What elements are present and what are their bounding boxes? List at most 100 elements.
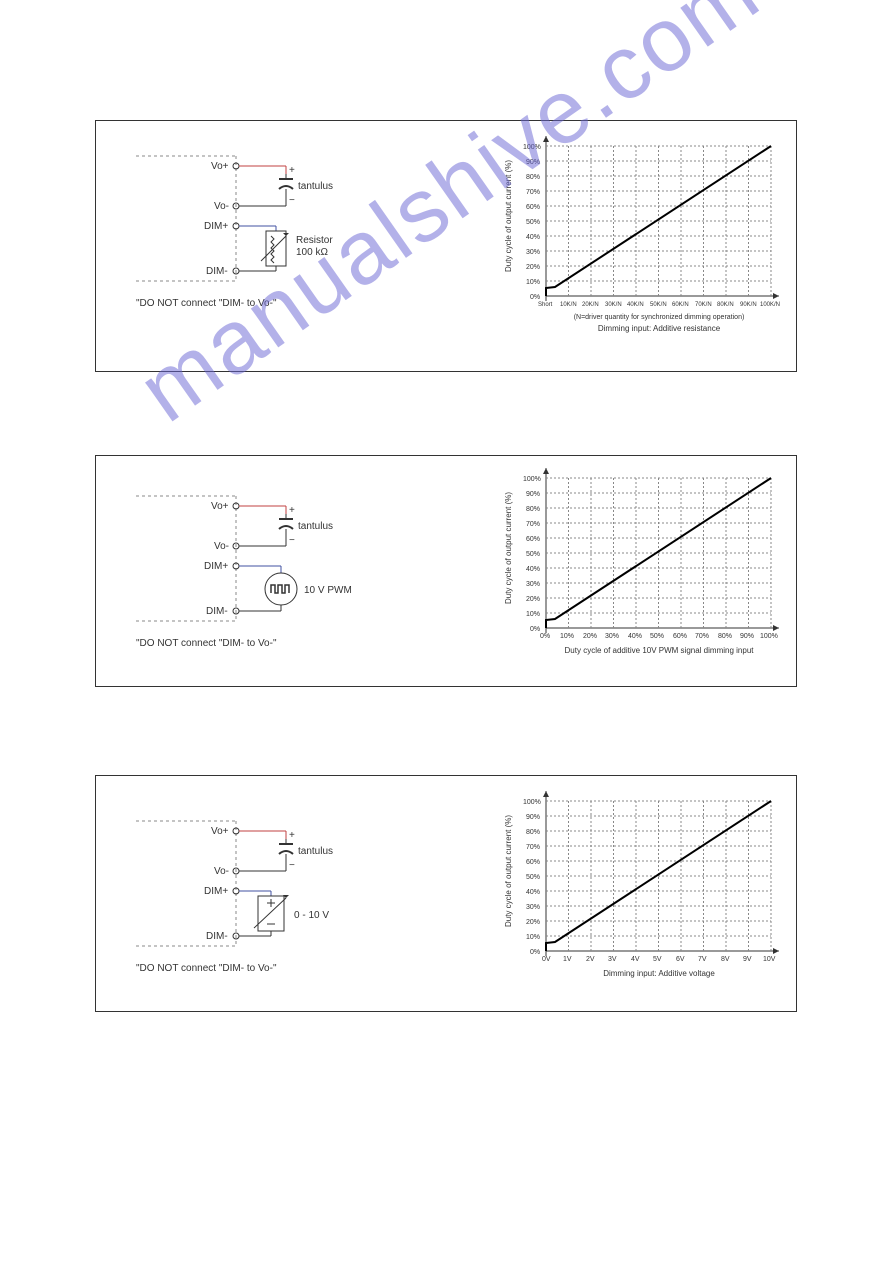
svg-text:Resistor: Resistor (296, 235, 333, 246)
svg-text:10 V PWM: 10 V PWM (304, 585, 352, 596)
svg-text:DIM+: DIM+ (204, 886, 228, 897)
svg-text:−: − (289, 535, 295, 546)
svg-text:70%: 70% (526, 189, 540, 196)
svg-text:0V: 0V (542, 956, 551, 963)
svg-text:70K/N: 70K/N (695, 302, 712, 308)
svg-text:Duty cycle of additive 10V PWM: Duty cycle of additive 10V PWM signal di… (565, 646, 755, 655)
panel-pwm: Vo+ Vo- DIM+ DIM- + − tantulus 10 V PWM … (95, 455, 797, 687)
svg-text:30%: 30% (605, 633, 619, 640)
svg-text:80%: 80% (526, 829, 540, 836)
circuit-resistor: Vo+ Vo- DIM+ DIM- + − tant (136, 156, 333, 309)
svg-text:0%: 0% (530, 626, 540, 633)
svg-text:100K/N: 100K/N (760, 302, 780, 308)
svg-text:0%: 0% (540, 633, 550, 640)
chart-pwm: 0% 10% 20% 30% 40% 50% 60% 70% 80% 90% 1… (504, 468, 779, 655)
svg-text:90%: 90% (526, 491, 540, 498)
svg-text:tantulus: tantulus (298, 521, 333, 532)
svg-text:20K/N: 20K/N (582, 302, 599, 308)
svg-text:90%: 90% (526, 159, 540, 166)
svg-text:40K/N: 40K/N (627, 302, 644, 308)
svg-text:Vo-: Vo- (214, 866, 229, 877)
svg-text:60%: 60% (526, 204, 540, 211)
chart-voltage: 0% 10% 20% 30% 40% 50% 60% 70% 80% 90% 1… (504, 791, 779, 978)
svg-text:tantulus: tantulus (298, 181, 333, 192)
svg-text:80K/N: 80K/N (717, 302, 734, 308)
svg-text:70%: 70% (526, 521, 540, 528)
svg-text:10V: 10V (763, 956, 776, 963)
svg-text:−: − (289, 860, 295, 871)
svg-text:10%: 10% (526, 934, 540, 941)
svg-text:Dimming input: Additive resist: Dimming input: Additive resistance (598, 324, 721, 333)
svg-text:90K/N: 90K/N (740, 302, 757, 308)
svg-text:100%: 100% (523, 476, 541, 483)
svg-text:90%: 90% (526, 814, 540, 821)
svg-text:20%: 20% (583, 633, 597, 640)
svg-text:80%: 80% (526, 506, 540, 513)
svg-text:60%: 60% (673, 633, 687, 640)
svg-text:1V: 1V (563, 956, 572, 963)
svg-text:10K/N: 10K/N (560, 302, 577, 308)
svg-text:7V: 7V (698, 956, 707, 963)
svg-text:50%: 50% (526, 551, 540, 558)
svg-text:40%: 40% (526, 234, 540, 241)
svg-text:100%: 100% (523, 144, 541, 151)
svg-text:20%: 20% (526, 264, 540, 271)
svg-text:3V: 3V (608, 956, 617, 963)
svg-text:100 kΩ: 100 kΩ (296, 247, 328, 258)
svg-text:Duty cycle of output current (: Duty cycle of output current (%) (504, 160, 513, 272)
svg-text:(N=driver quantity for synchro: (N=driver quantity for synchronized dimm… (574, 314, 745, 321)
svg-text:tantulus: tantulus (298, 846, 333, 857)
svg-text:70%: 70% (526, 844, 540, 851)
svg-text:10%: 10% (560, 633, 574, 640)
svg-text:4V: 4V (631, 956, 640, 963)
svg-text:90%: 90% (740, 633, 754, 640)
svg-text:100%: 100% (523, 799, 541, 806)
svg-text:50%: 50% (526, 874, 540, 881)
svg-text:60K/N: 60K/N (672, 302, 689, 308)
svg-text:"DO NOT connect "DIM- to Vo-": "DO NOT connect "DIM- to Vo-" (136, 963, 277, 974)
svg-text:30%: 30% (526, 581, 540, 588)
svg-text:+: + (289, 830, 295, 841)
svg-text:0%: 0% (530, 294, 540, 301)
svg-text:"DO NOT connect "DIM- to Vo-": "DO NOT connect "DIM- to Vo-" (136, 638, 277, 649)
svg-text:30K/N: 30K/N (605, 302, 622, 308)
svg-text:10%: 10% (526, 279, 540, 286)
circuit-voltage: Vo+ Vo- DIM+ DIM- + − tantulus 0 - 1 (136, 821, 333, 974)
panel-voltage: Vo+ Vo- DIM+ DIM- + − tantulus 0 - 1 (95, 775, 797, 1012)
svg-text:20%: 20% (526, 596, 540, 603)
chart-resistor: 0% 10% 20% 30% 40% 50% 60% 70% 80% 90% 1… (504, 136, 780, 333)
panel-resistor: Vo+ Vo- DIM+ DIM- + − tant (95, 120, 797, 372)
svg-text:80%: 80% (526, 174, 540, 181)
svg-text:80%: 80% (718, 633, 732, 640)
svg-text:DIM-: DIM- (206, 266, 228, 277)
svg-text:20%: 20% (526, 919, 540, 926)
svg-text:Vo-: Vo- (214, 541, 229, 552)
svg-text:DIM-: DIM- (206, 606, 228, 617)
svg-text:70%: 70% (695, 633, 709, 640)
svg-text:"DO NOT connect "DIM- to Vo-": "DO NOT connect "DIM- to Vo-" (136, 298, 277, 309)
svg-text:40%: 40% (526, 566, 540, 573)
svg-text:Vo-: Vo- (214, 201, 229, 212)
svg-text:5V: 5V (653, 956, 662, 963)
svg-text:2V: 2V (586, 956, 595, 963)
svg-text:0 - 10 V: 0 - 10 V (294, 910, 329, 921)
circuit-pwm: Vo+ Vo- DIM+ DIM- + − tantulus 10 V PWM … (136, 496, 352, 649)
svg-text:50%: 50% (650, 633, 664, 640)
svg-text:DIM+: DIM+ (204, 221, 228, 232)
svg-text:Short: Short (538, 302, 553, 308)
svg-text:Duty cycle of output current (: Duty cycle of output current (%) (504, 492, 513, 604)
svg-text:0%: 0% (530, 949, 540, 956)
svg-text:Vo+: Vo+ (211, 501, 229, 512)
svg-text:DIM+: DIM+ (204, 561, 228, 572)
svg-text:40%: 40% (526, 889, 540, 896)
svg-text:50K/N: 50K/N (650, 302, 667, 308)
svg-text:Vo+: Vo+ (211, 161, 229, 172)
svg-text:30%: 30% (526, 904, 540, 911)
svg-text:Dimming input: Additive voltag: Dimming input: Additive voltage (603, 969, 715, 978)
svg-text:+: + (289, 165, 295, 176)
svg-text:60%: 60% (526, 859, 540, 866)
svg-text:Duty cycle of output current (: Duty cycle of output current (%) (504, 815, 513, 927)
svg-text:8V: 8V (721, 956, 730, 963)
svg-text:40%: 40% (628, 633, 642, 640)
svg-text:−: − (289, 195, 295, 206)
